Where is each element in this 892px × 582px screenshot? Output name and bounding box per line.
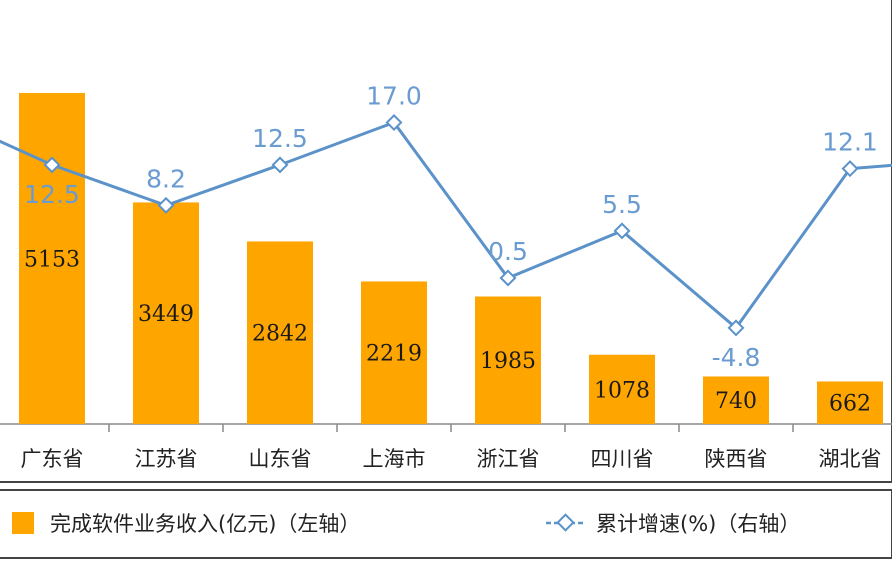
bar-value-label: 740 — [715, 389, 757, 414]
bar-value-label: 1078 — [594, 378, 650, 403]
category-label: 江苏省 — [135, 447, 198, 471]
line-value-label: 5.5 — [602, 190, 642, 219]
chart-frame — [0, 0, 892, 483]
x-axis-ticks — [108, 424, 794, 432]
category-label: 上海市 — [363, 447, 426, 471]
line-value-label: -4.8 — [712, 343, 761, 372]
bar-value-label: 662 — [829, 392, 871, 417]
bar — [247, 241, 313, 424]
legend-box — [0, 489, 892, 559]
line-value-label: 12.5 — [24, 180, 80, 209]
bar-series — [19, 92, 883, 424]
bar — [817, 381, 883, 424]
bar-value-label: 1985 — [480, 349, 536, 374]
bar — [703, 376, 769, 424]
legend: 完成软件业务收入(亿元)（左轴） 累计增速(%)（右轴） — [12, 512, 800, 536]
bar — [475, 296, 541, 424]
bar-value-label: 3449 — [138, 302, 194, 327]
bar-value-label: 5153 — [24, 247, 80, 272]
line-marker — [841, 160, 859, 178]
line-labels: 12.5 8.2 12.5 17.0 0.5 5.5 -4.8 12.1 — [24, 81, 878, 371]
line-marker — [43, 156, 61, 174]
bar-labels: 5153 3449 2842 2219 1985 1078 740 662 — [24, 247, 871, 416]
line-value-label: 0.5 — [488, 237, 528, 266]
legend-bar-swatch — [12, 512, 34, 534]
category-label: 四川省 — [591, 447, 654, 471]
line-value-label: 12.1 — [822, 128, 878, 157]
line-marker — [157, 196, 175, 214]
category-label: 浙江省 — [477, 447, 540, 471]
legend-line-label: 累计增速(%)（右轴） — [596, 512, 800, 536]
line-marker — [385, 114, 403, 131]
line-value-label: 8.2 — [146, 164, 186, 193]
category-label: 广东省 — [21, 447, 84, 471]
category-label: 湖北省 — [819, 447, 882, 471]
line-value-label: 17.0 — [366, 81, 422, 110]
line-series — [0, 114, 892, 337]
bar — [361, 281, 427, 424]
category-label: 山东省 — [249, 447, 312, 471]
line-marker — [271, 156, 289, 174]
bar — [133, 202, 199, 424]
category-labels: 广东省 江苏省 山东省 上海市 浙江省 四川省 陕西省 湖北省 — [21, 447, 882, 471]
line-path — [0, 120, 892, 331]
bar — [589, 354, 655, 424]
line-value-label: 12.5 — [252, 124, 308, 153]
line-marker — [613, 222, 631, 240]
category-label: 陕西省 — [705, 447, 768, 471]
bar-value-label: 2219 — [366, 342, 422, 367]
legend-line-marker — [556, 513, 575, 532]
line-marker — [727, 319, 745, 337]
legend-bar-label: 完成软件业务收入(亿元)（左轴） — [50, 512, 360, 536]
bar-value-label: 2842 — [252, 322, 308, 347]
bar — [19, 92, 85, 424]
line-marker — [499, 269, 517, 287]
